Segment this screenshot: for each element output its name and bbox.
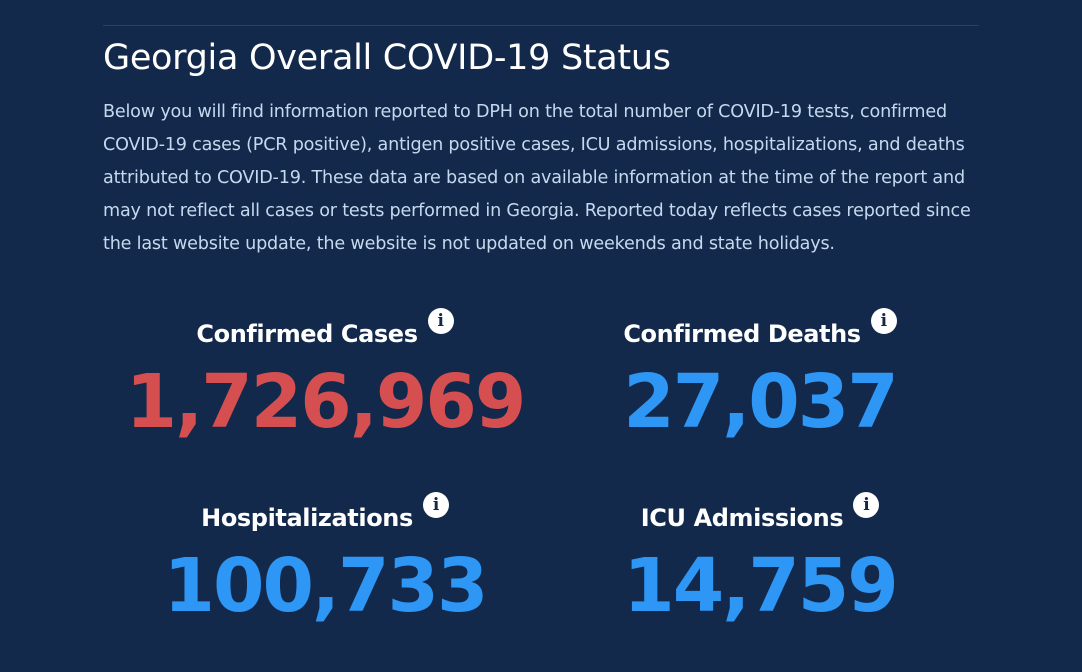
info-icon[interactable]: i (422, 492, 449, 518)
stat-label: Confirmed Cases (196, 320, 418, 348)
stat-value: 27,037 (623, 359, 899, 445)
divider (103, 25, 979, 26)
stat-label: Hospitalizations (201, 504, 413, 532)
info-icon[interactable]: i (870, 308, 897, 334)
info-icon[interactable]: i (427, 308, 454, 334)
stat-value: 1,726,969 (125, 359, 527, 445)
stat-confirmed-deaths: Confirmed Deaths i 27,037 (540, 308, 980, 445)
stat-label: Confirmed Deaths (623, 320, 861, 348)
stat-confirmed-cases: Confirmed Cases i 1,726,969 (105, 308, 545, 445)
stat-value: 14,759 (623, 543, 899, 629)
stat-label: ICU Admissions (640, 504, 844, 532)
page-title: Georgia Overall COVID-19 Status (103, 38, 671, 78)
info-icon[interactable]: i (853, 492, 880, 518)
description: Below you will find information reported… (103, 102, 971, 254)
stat-hospitalizations: Hospitalizations i 100,733 (105, 492, 545, 629)
stat-value: 100,733 (163, 543, 488, 629)
stat-icu-admissions: ICU Admissions i 14,759 (540, 492, 980, 629)
